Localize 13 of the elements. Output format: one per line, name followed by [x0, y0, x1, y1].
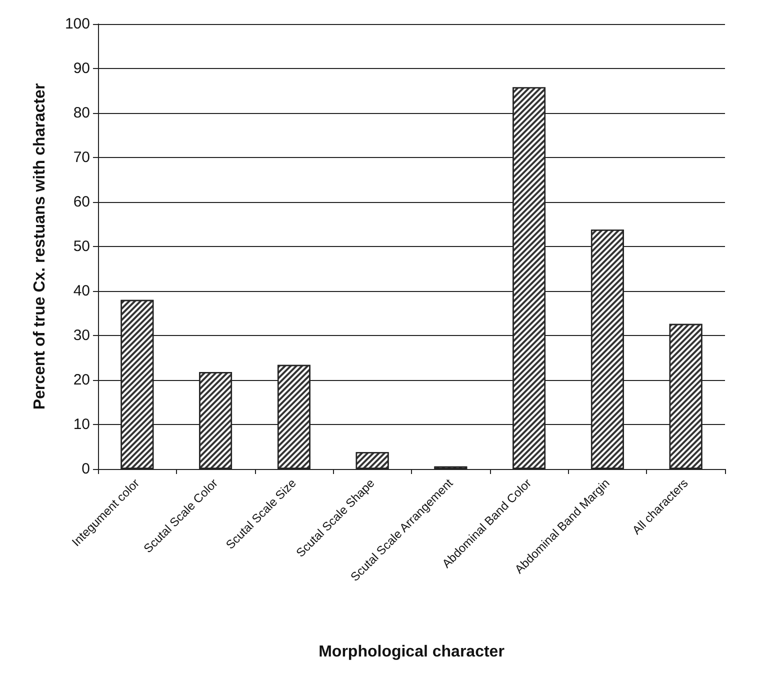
y-tick-label: 90 [73, 60, 90, 77]
y-tick-label: 10 [73, 416, 90, 433]
y-tick-label: 40 [73, 282, 90, 300]
y-tick-label: 70 [73, 149, 90, 166]
x-axis-title: Morphological character [318, 644, 504, 660]
y-tick-label: 100 [64, 16, 90, 32]
y-axis-title: Percent of true Cx. restuans with character [32, 83, 48, 410]
y-tick-label: 50 [73, 238, 90, 255]
y-tick-label: 30 [73, 327, 90, 344]
y-tick-label: 20 [73, 372, 90, 388]
y-tick-label: 80 [73, 104, 90, 122]
y-tick-label: 0 [82, 460, 90, 478]
y-tick-label: 60 [73, 194, 90, 210]
